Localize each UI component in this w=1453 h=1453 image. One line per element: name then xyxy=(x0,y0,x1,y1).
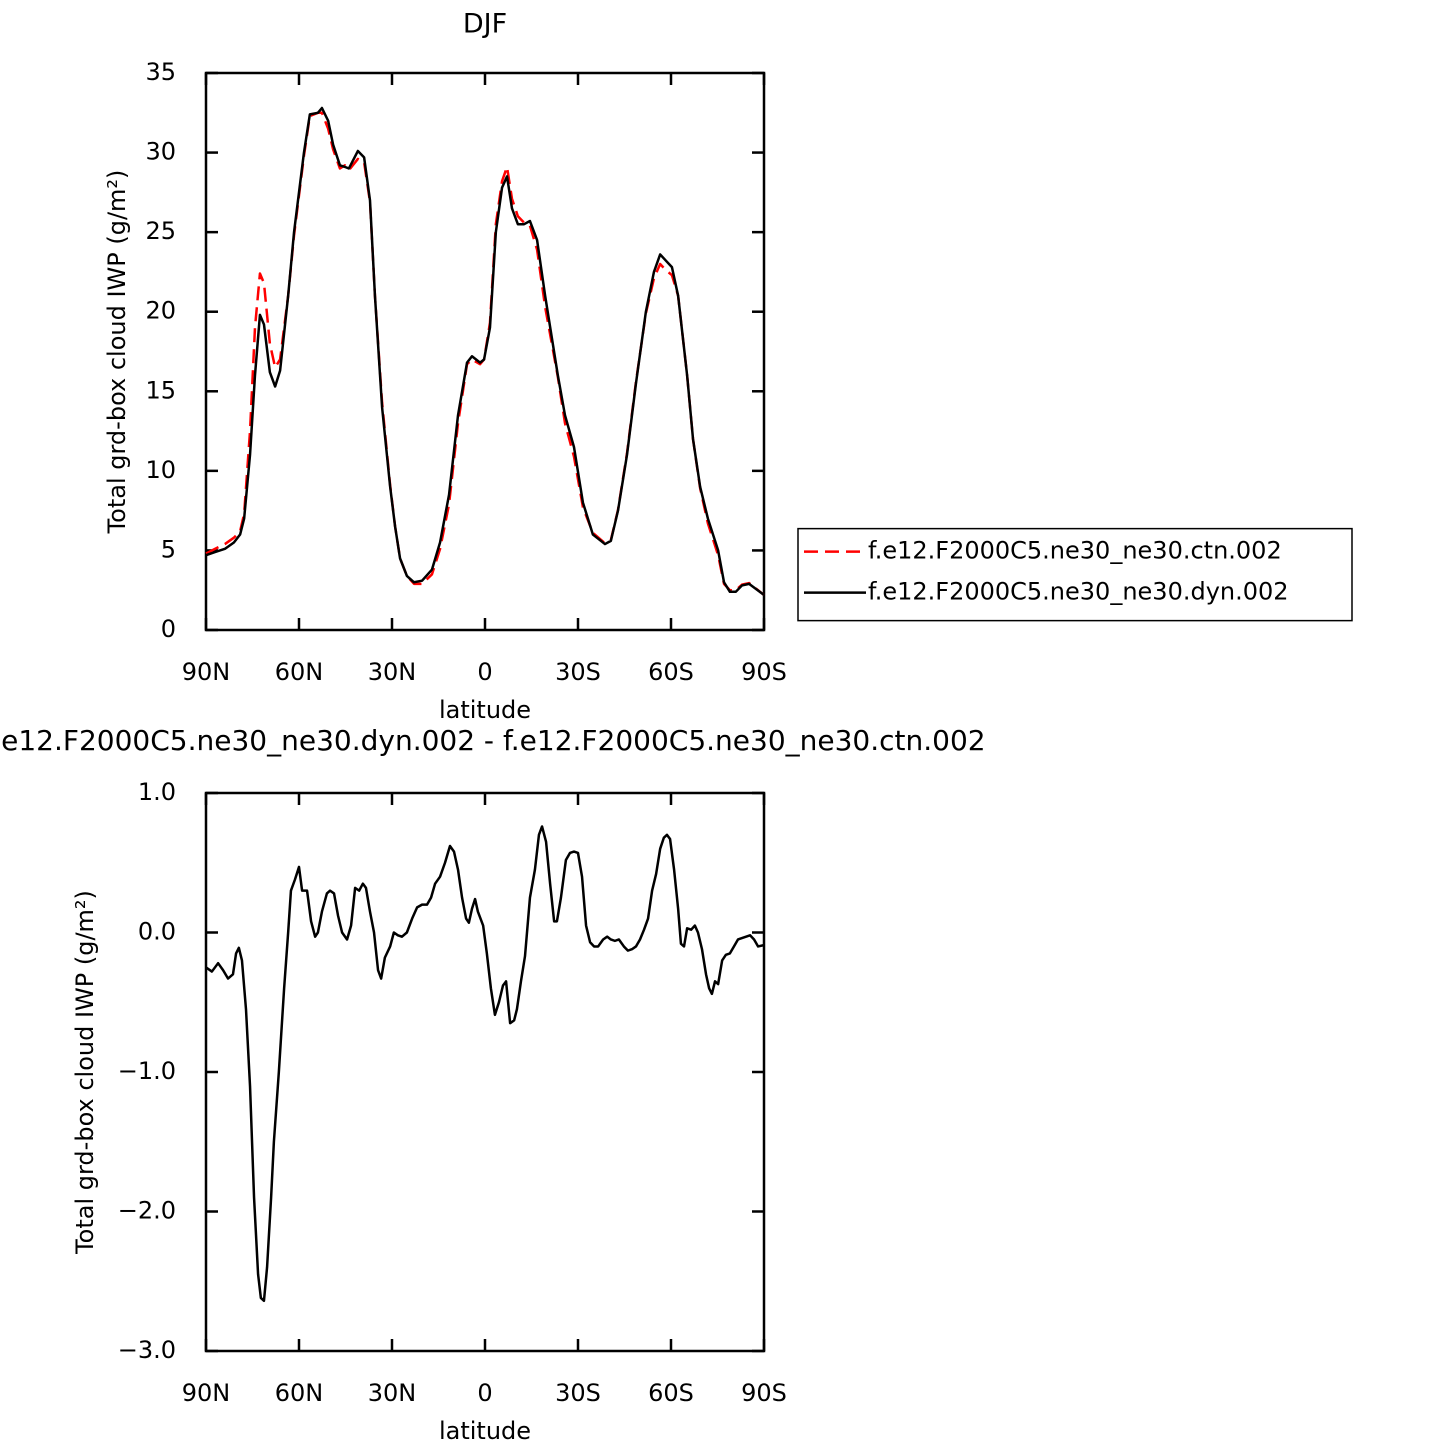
data-line xyxy=(205,106,765,596)
data-line xyxy=(205,825,765,1303)
plot-frame xyxy=(204,791,766,1353)
x-tick-label: 90N xyxy=(182,658,231,686)
x-tick-label: 30N xyxy=(368,1379,417,1407)
x-tick-label: 90N xyxy=(182,1379,231,1407)
x-tick-label: 30S xyxy=(555,1379,601,1407)
x-tick-label: 90S xyxy=(741,1379,787,1407)
y-axis-label: Total grd-box cloud IWP (g/m²) xyxy=(103,170,131,535)
x-tick-label: 60N xyxy=(275,658,324,686)
x-tick-label: 60S xyxy=(648,658,694,686)
x-tick-label: 0 xyxy=(477,1379,492,1407)
x-axis-label: latitude xyxy=(439,696,531,724)
y-tick-label: −3.0 xyxy=(118,1336,176,1364)
y-tick-label: 25 xyxy=(145,217,176,245)
y-tick-label: 5 xyxy=(161,535,176,563)
chart-title: f.e12.F2000C5.ne30_ne30.dyn.002 - f.e12.… xyxy=(0,724,986,757)
y-tick-label: 1.0 xyxy=(138,778,176,806)
x-axis-label: latitude xyxy=(439,1417,531,1445)
chart-title: DJF xyxy=(463,9,507,40)
y-tick-label: 15 xyxy=(145,376,176,404)
y-tick-label: −2.0 xyxy=(118,1197,176,1225)
x-tick-label: 60S xyxy=(648,1379,694,1407)
y-tick-label: 0.0 xyxy=(138,918,176,946)
y-tick-label: 10 xyxy=(145,456,176,484)
x-tick-label: 0 xyxy=(477,658,492,686)
y-tick-label: 35 xyxy=(145,58,176,86)
x-tick-label: 60N xyxy=(275,1379,324,1407)
x-tick-label: 30S xyxy=(555,658,601,686)
y-tick-label: 0 xyxy=(161,615,176,643)
y-tick-label: 20 xyxy=(145,297,176,325)
legend-box xyxy=(797,527,1353,622)
y-tick-label: −1.0 xyxy=(118,1057,176,1085)
y-tick-label: 30 xyxy=(145,138,176,166)
x-tick-label: 90S xyxy=(741,658,787,686)
legend-label: f.e12.F2000C5.ne30_ne30.dyn.002 xyxy=(868,578,1289,606)
x-tick-label: 30N xyxy=(368,658,417,686)
y-axis-label: Total grd-box cloud IWP (g/m²) xyxy=(71,890,99,1255)
legend-label: f.e12.F2000C5.ne30_ne30.ctn.002 xyxy=(868,537,1282,565)
